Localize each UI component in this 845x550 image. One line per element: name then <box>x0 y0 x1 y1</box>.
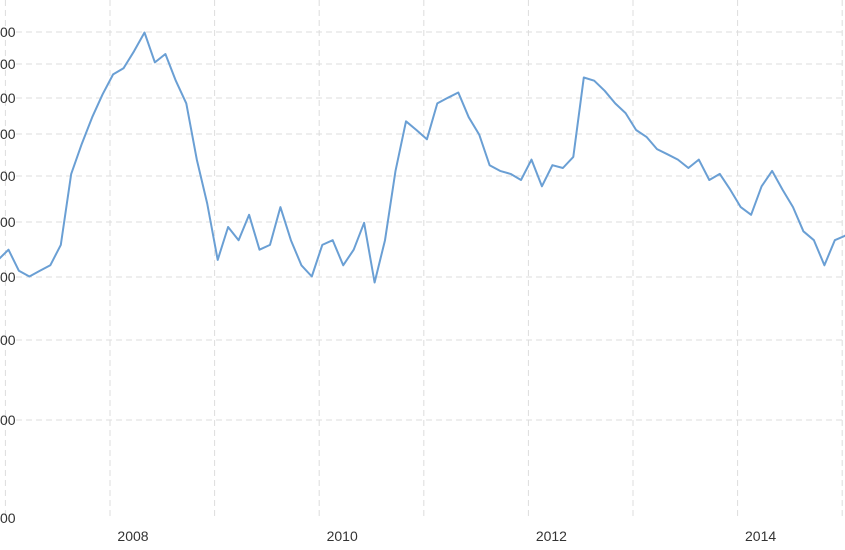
x-tick-label: 2010 <box>327 528 358 544</box>
y-tick-label: 00 <box>0 90 16 106</box>
y-tick-label: 00 <box>0 332 16 348</box>
x-tick-label: 2014 <box>745 528 776 544</box>
vertical-gridlines <box>4 0 843 520</box>
y-tick-label: 00 <box>0 56 16 72</box>
y-tick-label: 00 <box>0 510 16 526</box>
series-line <box>0 31 845 284</box>
y-tick-label: 00 <box>0 412 16 428</box>
x-axis-tick-labels: 2008201020122014201620182020 <box>117 528 776 544</box>
y-tick-label: 00 <box>0 168 16 184</box>
y-tick-label: 00 <box>0 24 16 40</box>
y-tick-label: 00 <box>0 126 16 142</box>
y-tick-label: 00 <box>0 269 16 285</box>
x-tick-label: 2012 <box>536 528 567 544</box>
x-tick-label: 2008 <box>117 528 148 544</box>
y-axis-tick-labels: 00 00 00 00 00 00 00 00 00 00 <box>0 24 16 526</box>
y-tick-label: 00 <box>0 214 16 230</box>
horizontal-gridlines <box>16 31 845 421</box>
